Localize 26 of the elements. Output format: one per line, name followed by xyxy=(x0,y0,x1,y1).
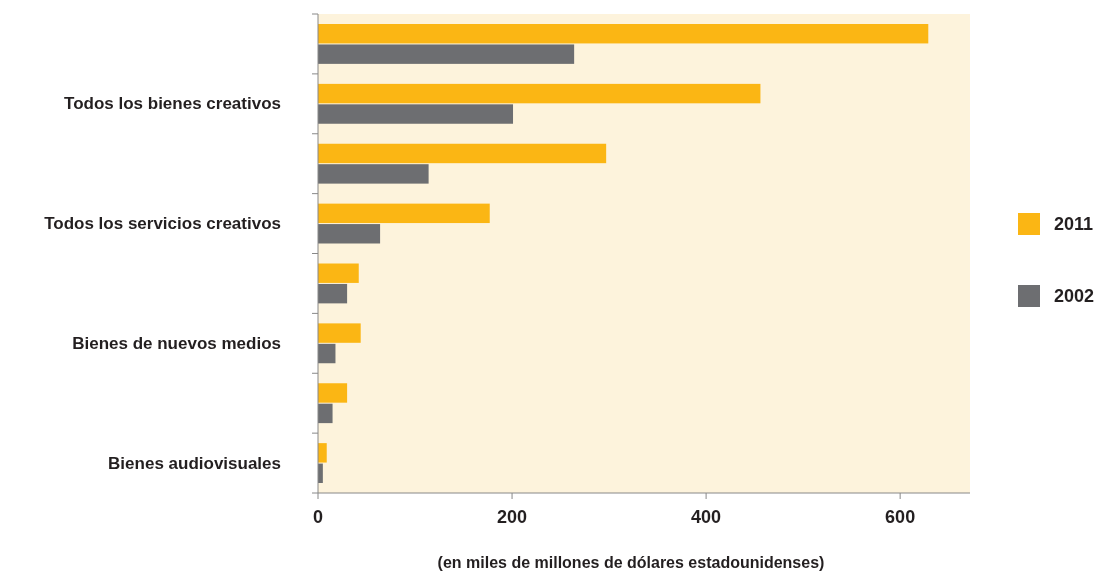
bar xyxy=(318,224,381,244)
y-tick-label: Bienes audiovisuales xyxy=(108,453,281,473)
bar xyxy=(318,44,575,64)
bar xyxy=(318,24,929,44)
bar xyxy=(318,283,348,304)
x-tick-label: 0 xyxy=(312,507,324,527)
y-tick-label: Todos los bienes creativos xyxy=(64,94,281,114)
legend-label: 2011 xyxy=(1054,214,1094,234)
bar xyxy=(318,203,490,224)
x-tick-label: 400 xyxy=(691,507,722,527)
bar xyxy=(318,104,514,124)
bar xyxy=(318,343,336,364)
x-tick-label: 600 xyxy=(885,507,916,527)
y-tick-label: Todos los servicios creativos xyxy=(44,214,281,234)
bar xyxy=(318,83,761,104)
x-axis-title: (en miles de millones de dólares estadounidenses) xyxy=(437,554,825,571)
y-tick-label: Bienes de nuevos medios xyxy=(72,333,281,353)
x-tick-label: 200 xyxy=(497,507,528,527)
bar xyxy=(318,403,333,424)
bar xyxy=(318,263,359,283)
bar xyxy=(318,323,361,343)
bar xyxy=(318,143,607,164)
bar xyxy=(318,383,348,403)
bar xyxy=(318,443,327,463)
legend-label: 2002 xyxy=(1054,286,1095,306)
bar xyxy=(318,164,429,184)
